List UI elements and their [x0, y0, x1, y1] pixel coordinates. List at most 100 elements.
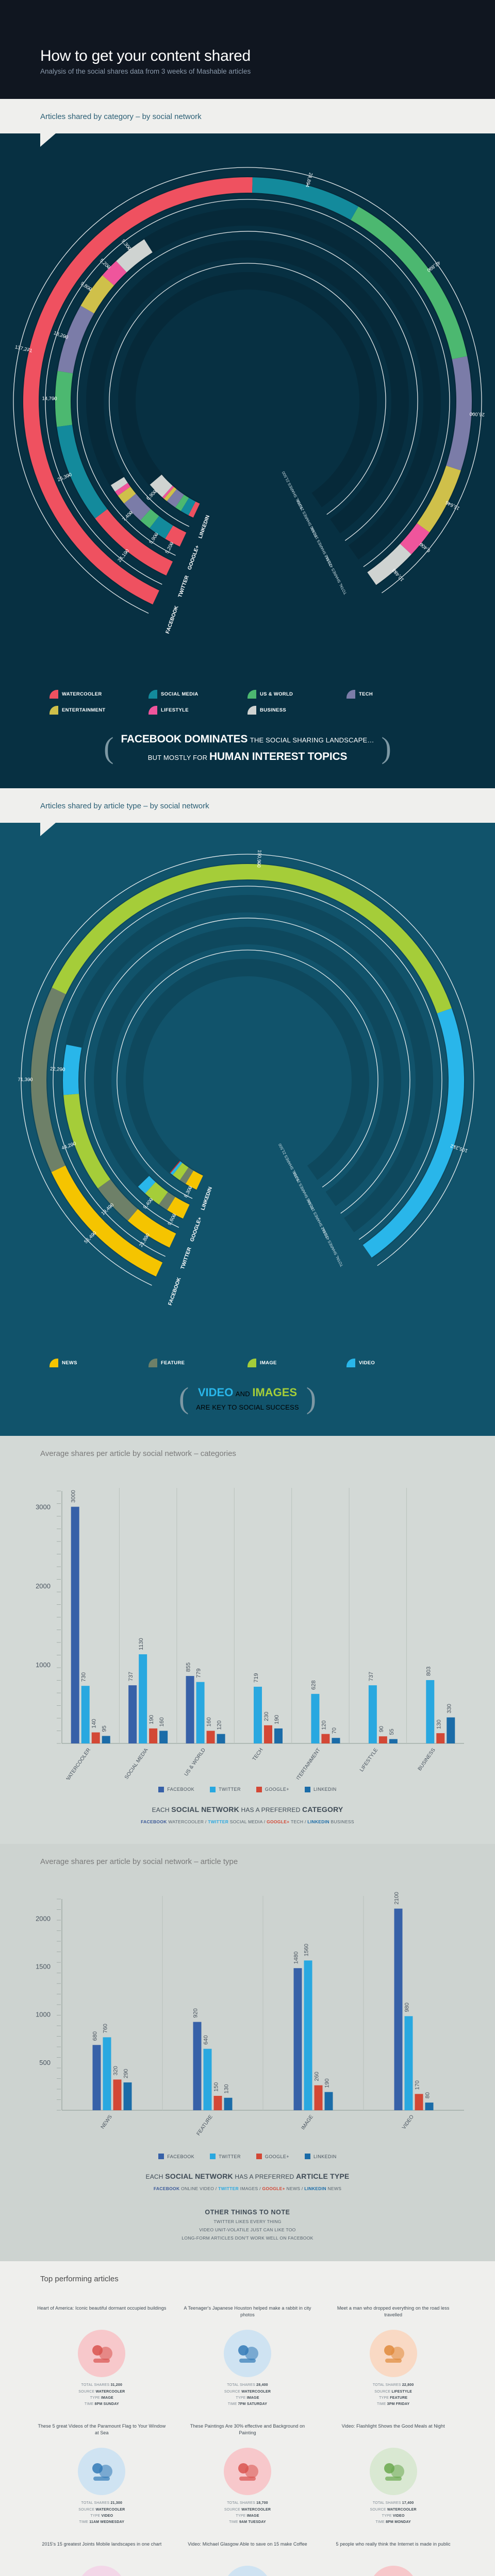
bar: [254, 1686, 262, 1743]
article-meta-row: TIME 11AM WEDNESDAY: [78, 2519, 125, 2526]
article-card[interactable]: Heart of America: Iconic beautiful dorma…: [29, 2298, 175, 2416]
article-card[interactable]: These Paintings Are 30% effective and Ba…: [175, 2416, 321, 2534]
section3-footnote-line2: FACEBOOK WATERCOOLER / TWITTER SOCIAL ME…: [36, 1818, 459, 1825]
article-card[interactable]: 2015's 15 greatest Joints Mobile landsca…: [29, 2534, 175, 2576]
article-meta-key: SOURCE: [224, 2389, 242, 2394]
section2-legend: NEWS FEATURE IMAGE VIDEO: [0, 1358, 495, 1367]
radial-chart-type: 56,400 71,300 190,900 105,212 FACEBOOK TOTAL …: [0, 823, 495, 1359]
article-illustration-bubbles-icon: [78, 2566, 126, 2576]
article-card[interactable]: These 5 great Videos of the Paramount Fl…: [29, 2416, 175, 2534]
bar-value-label: 1480: [293, 1952, 300, 1964]
radial-segment: [163, 487, 177, 501]
article-title: 2015's 15 greatest Joints Mobile landsca…: [42, 2541, 162, 2547]
radial-segment: [188, 501, 200, 518]
bar-value-label: 760: [103, 2024, 109, 2033]
article-illustration-bulb-icon: [369, 2448, 417, 2496]
bar: [314, 2085, 323, 2111]
article-meta-value: WATERCOOLER: [241, 2389, 271, 2394]
section5-title: Top performing articles: [40, 2275, 119, 2284]
bar-value-label: 320: [113, 2066, 119, 2075]
bar-category-label: FEATURE: [196, 2114, 214, 2137]
radial-ring-network-label: LINKEDIN: [200, 1186, 213, 1211]
radial-segment: [150, 516, 173, 539]
radial-segment: [172, 1162, 189, 1180]
article-meta-value: WATERCOOLER: [241, 2507, 271, 2512]
bar: [128, 1685, 137, 1743]
section3-body: 1000 2000 3000 3000 730 140 95 WATERCOOLER 737 11…: [0, 1470, 495, 1844]
radial-segment: [57, 425, 108, 519]
bar: [447, 1717, 455, 1743]
article-card[interactable]: Video: Flashlight Shows the Good Meals a…: [320, 2416, 466, 2534]
callout2-line2: ARE KEY TO SOCIAL SUCCESS: [196, 1403, 299, 1412]
radial-segment: [114, 483, 130, 496]
paren-left: (: [104, 731, 114, 765]
bar-value-label: 719: [253, 1673, 259, 1682]
callout1-line2-strong: HUMAN INTEREST TOPICS: [209, 751, 348, 763]
radial-segment: [170, 1161, 183, 1175]
article-card[interactable]: A Teenager's Japanese Houston helped mak…: [175, 2298, 321, 2416]
bar-chart-article-type-legend: FACEBOOK TWITTER GOOGLE+ LINKEDIN: [0, 2146, 495, 2168]
radial-segment: [446, 356, 472, 471]
radial-segment: [127, 1209, 176, 1248]
footnote-run: FACEBOOK: [141, 1819, 167, 1824]
bar: [149, 1728, 158, 1743]
page-header: How to get your content shared Analysis …: [0, 0, 495, 112]
article-card[interactable]: Meet a man who dropped everything on the…: [320, 2298, 466, 2416]
radial-segment: [167, 489, 184, 507]
bar-value-label: 680: [92, 2031, 98, 2041]
article-meta-value: 9AM TUESDAY: [239, 2520, 266, 2524]
article-meta-row: TYPE IMAGE: [224, 2513, 271, 2519]
article-meta: TOTAL SHARES 22,800 SOURCE LIFESTYLE TYPE …: [373, 2382, 414, 2408]
article-meta-key: TIME: [229, 2520, 239, 2524]
bar-legend-label: LINKEDIN: [313, 1787, 337, 1792]
footnote-run: SOCIAL MEDIA /: [228, 1819, 267, 1824]
footnote-run: NEWS: [326, 2185, 342, 2191]
bar-chart-categories: 1000 2000 3000 3000 730 140 95 WATERCOOLER 737 11…: [0, 1470, 495, 1780]
radial-segment: [51, 1165, 163, 1277]
radial-chart-category: 137,271 24,894 42,800 26,000 15,645 6,400 10,4…: [0, 133, 495, 690]
paren-left-2: (: [178, 1381, 189, 1415]
article-card[interactable]: 5 people who really think the Internet i…: [320, 2534, 466, 2576]
bar-category-label: BUSINESS: [417, 1747, 437, 1772]
radial-segment: [55, 370, 73, 427]
fn3-strong2: CATEGORY: [302, 1805, 343, 1814]
article-meta: TOTAL SHARES 31,200 SOURCE WATERCOOLER TYP…: [78, 2382, 125, 2408]
article-meta-value: IMAGE: [246, 2396, 259, 2400]
bar-chart-article-type: 500 1000 1500 2000 680 760 320 290 NEWS 920 640 150…: [0, 1878, 495, 2146]
bar: [264, 1725, 272, 1743]
bar: [217, 1734, 225, 1743]
bar: [206, 1731, 215, 1743]
article-meta-value: 8PM MONDAY: [386, 2520, 411, 2524]
article-card[interactable]: Video: Michael Glasgow Able to save on 1…: [175, 2534, 321, 2576]
bar-value-label: 230: [263, 1711, 270, 1721]
bar-value-label: 2100: [394, 1892, 400, 1904]
bar-legend-item: GOOGLE+: [256, 2154, 289, 2160]
page-title: How to get your content shared: [40, 47, 251, 64]
legend-item: US & WORLD: [248, 690, 346, 699]
radial-segment-label: 71,300: [18, 1077, 32, 1082]
bar-value-label: 130: [436, 1720, 442, 1729]
radial-segment: [165, 526, 187, 547]
article-meta-key: TYPE: [236, 2514, 247, 2518]
bar: [113, 2079, 122, 2111]
bar: [71, 1506, 79, 1743]
article-title: A Teenager's Japanese Houston helped mak…: [184, 2306, 311, 2318]
bar: [321, 1734, 330, 1743]
article-meta-value: 3PM FRIDAY: [387, 2402, 410, 2406]
article-meta-key: TOTAL SHARES: [372, 2383, 402, 2387]
bar-legend-swatch-icon: [256, 2154, 262, 2160]
legend-swatch-icon: [50, 690, 58, 699]
radial-segment: [185, 1170, 203, 1190]
bar-value-label: 160: [206, 1717, 212, 1726]
footnote-run: BUSINESS: [329, 1819, 354, 1824]
radial-segment: [118, 486, 136, 504]
article-illustration-glasses-icon: [223, 2566, 271, 2576]
bar-value-label: 190: [324, 2078, 331, 2088]
article-meta-key: TIME: [79, 2520, 90, 2524]
callout2-and: AND: [235, 1389, 250, 1398]
bar-value-label: 803: [425, 1667, 432, 1676]
radial-segment: [179, 1167, 194, 1184]
legend-item: TECH: [346, 690, 446, 699]
article-meta-key: TYPE: [90, 2396, 101, 2400]
